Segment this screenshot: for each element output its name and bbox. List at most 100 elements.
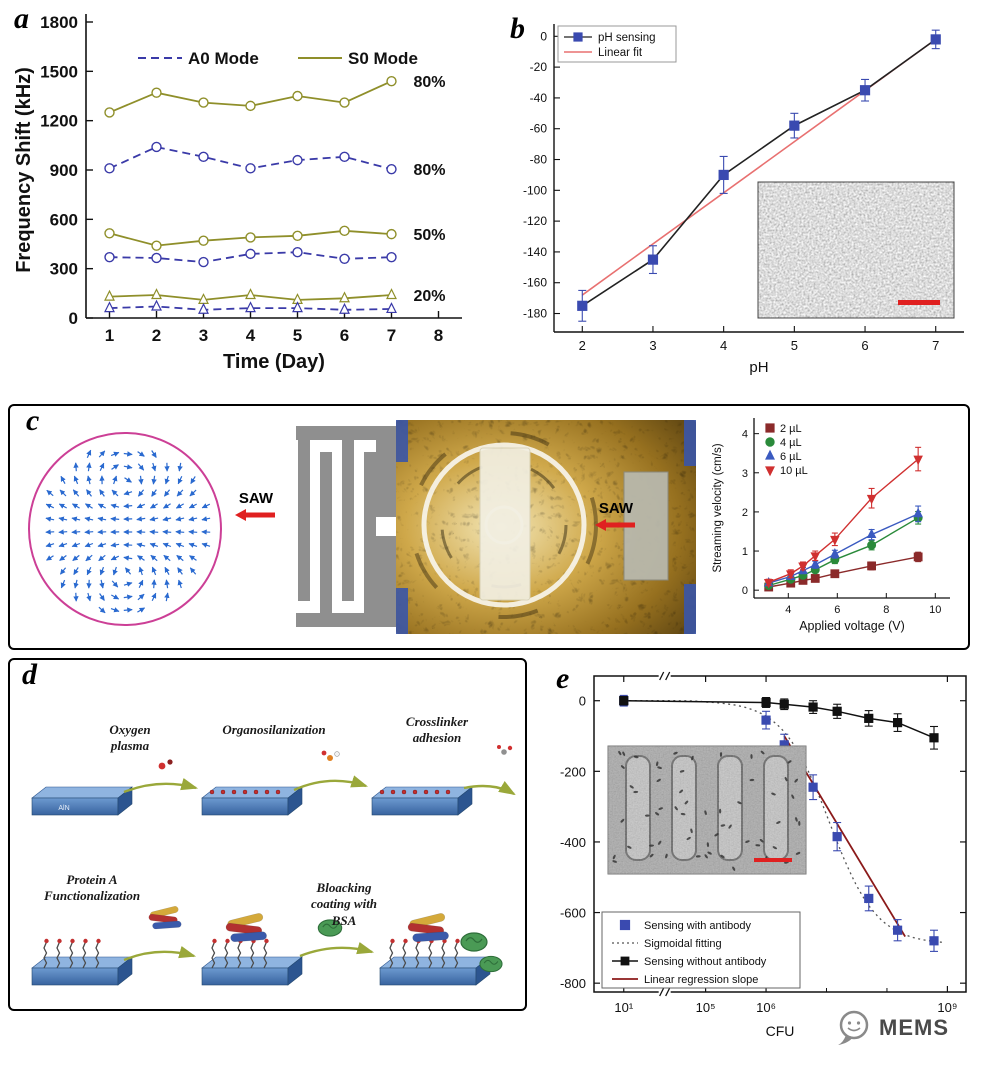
svg-text:-120: -120	[523, 214, 547, 228]
svg-text:4: 4	[720, 338, 727, 353]
panel-e: e 0 -200 -400 -600 -800 10¹ 10⁵ 10⁶ 10⁹ CFU Sensin…	[538, 656, 986, 1060]
bsa-molecule	[479, 955, 503, 973]
svg-text:-200: -200	[560, 764, 586, 779]
svg-text:6: 6	[834, 604, 840, 616]
svg-text:50%: 50%	[414, 227, 446, 244]
svg-text:20%: 20%	[414, 288, 446, 305]
functionalization-diagram: AlN	[31, 745, 516, 986]
svg-text:4: 4	[742, 429, 748, 441]
svg-text:-60: -60	[530, 122, 548, 136]
svg-text:-160: -160	[523, 276, 547, 290]
process-step-label: Organosilanization	[222, 722, 326, 737]
svg-text:-40: -40	[530, 91, 548, 105]
svg-text:-800: -800	[560, 976, 586, 991]
svg-text:10⁶: 10⁶	[756, 1000, 776, 1015]
bsa-molecule	[317, 919, 343, 937]
process-step-label: Crosslinker adhesion	[405, 714, 469, 746]
saw-label-text: SAW	[598, 500, 634, 517]
svg-text:6: 6	[340, 326, 349, 345]
substrate-slab	[371, 786, 473, 816]
svg-text:CFU: CFU	[766, 1023, 795, 1039]
svg-text:-140: -140	[523, 245, 547, 259]
svg-text:8: 8	[434, 326, 443, 345]
streaming-velocity-chart: 0 1 2 3 4 4 6 8 10 Applied voltage (V) Streaming v…	[712, 418, 950, 633]
svg-text:10⁵: 10⁵	[696, 1000, 716, 1015]
svg-text:7: 7	[932, 338, 939, 353]
panel-label-c: c	[26, 404, 40, 437]
svg-text:2: 2	[579, 338, 586, 353]
protein-a-molecule	[407, 913, 449, 942]
svg-text:6: 6	[861, 338, 868, 353]
svg-text:600: 600	[50, 210, 78, 229]
protein-a-molecule	[225, 913, 267, 942]
svg-text:A0 Mode: A0 Mode	[188, 49, 259, 68]
svg-text:-100: -100	[523, 183, 547, 197]
panel-label-e: e	[556, 662, 570, 695]
substrate-slab	[379, 956, 491, 986]
speech-bubble-icon	[838, 1010, 869, 1045]
process-step-label: Bloacking coating with BSA	[310, 880, 378, 928]
svg-text:5: 5	[791, 338, 798, 353]
svg-text:Time (Day): Time (Day)	[223, 351, 325, 373]
svg-text:4 µL: 4 µL	[780, 437, 802, 449]
substrate-slab	[201, 786, 303, 816]
svg-text:1500: 1500	[40, 62, 78, 81]
svg-text:0: 0	[540, 29, 547, 43]
substrate-slab	[31, 786, 133, 816]
svg-text:1200: 1200	[40, 112, 78, 131]
svg-text:300: 300	[50, 260, 78, 279]
frequency-shift-chart: 0 300 600 900 1200 1500 1800 1 2 3 4 5 6 7 8 Time (Day)…	[13, 13, 462, 373]
device-photo	[396, 420, 696, 634]
svg-text:80%: 80%	[414, 162, 446, 179]
svg-text:-20: -20	[530, 60, 548, 74]
mems-logo: MEMS	[834, 1008, 949, 1048]
svg-text:3: 3	[742, 468, 748, 480]
svg-text:5: 5	[293, 326, 302, 345]
process-step-label: Oxygen plasma	[109, 722, 151, 754]
streaming-pattern-diagram	[28, 432, 222, 626]
svg-text:1: 1	[742, 546, 748, 558]
substrate-slab	[31, 956, 133, 986]
svg-text:10: 10	[929, 604, 941, 616]
svg-text:pH: pH	[749, 359, 768, 376]
svg-text:2 µL: 2 µL	[780, 423, 802, 435]
svg-text:10⁹: 10⁹	[937, 1000, 957, 1015]
svg-text:10 µL: 10 µL	[780, 465, 808, 477]
svg-text:Linear fit: Linear fit	[598, 47, 643, 59]
ph-sensing-chart: 0 -20 -40 -60 -80 -100 -120 -140 -160 -180 2 3 4 5 6 7 p…	[523, 24, 964, 376]
panel-label-b: b	[510, 12, 525, 45]
svg-text:2: 2	[152, 326, 161, 345]
svg-text:Frequency Shift (kHz): Frequency Shift (kHz)	[13, 67, 35, 273]
cfu-response-chart: 0 -200 -400 -600 -800 10¹ 10⁵ 10⁶ 10⁹ CFU Sensing …	[560, 671, 967, 1039]
saw-label-1: SAW	[228, 490, 284, 522]
svg-text:80%: 80%	[414, 74, 446, 91]
panel-d-functionalization: d AlN Oxygen plasma Organosilanization C…	[8, 658, 527, 1011]
svg-text:Sensing without antibody: Sensing without antibody	[644, 956, 767, 968]
substrate-slab	[201, 956, 303, 986]
saw-label-2: SAW	[588, 500, 644, 532]
svg-text:7: 7	[387, 326, 396, 345]
svg-text:0: 0	[579, 694, 586, 709]
svg-text:Linear regression slope: Linear regression slope	[644, 974, 758, 986]
svg-text:1800: 1800	[40, 13, 78, 32]
svg-text:8: 8	[883, 604, 889, 616]
saw-arrow-icon	[595, 519, 635, 531]
panel-label-a: a	[14, 2, 29, 35]
svg-text:-400: -400	[560, 835, 586, 850]
svg-text:AlN: AlN	[58, 805, 69, 812]
svg-text:S0 Mode: S0 Mode	[348, 49, 418, 68]
svg-text:3: 3	[199, 326, 208, 345]
svg-text:10¹: 10¹	[614, 1000, 633, 1015]
svg-text:Applied voltage (V): Applied voltage (V)	[799, 619, 905, 633]
panel-a: a 0 300 600 900 1200 1500 1800 1 2 3 4 5 6 7 8 Time (Da…	[6, 2, 488, 400]
svg-text:6 µL: 6 µL	[780, 451, 802, 463]
svg-text:0: 0	[69, 309, 78, 328]
mems-logo-text: MEMS	[879, 1015, 949, 1040]
svg-text:2: 2	[742, 507, 748, 519]
panel-label-d: d	[22, 658, 37, 691]
svg-text:Streaming velocity (cm/s): Streaming velocity (cm/s)	[712, 443, 724, 572]
svg-text:3: 3	[649, 338, 656, 353]
svg-text:Sigmoidal fitting: Sigmoidal fitting	[644, 938, 722, 950]
svg-text:-80: -80	[530, 153, 548, 167]
